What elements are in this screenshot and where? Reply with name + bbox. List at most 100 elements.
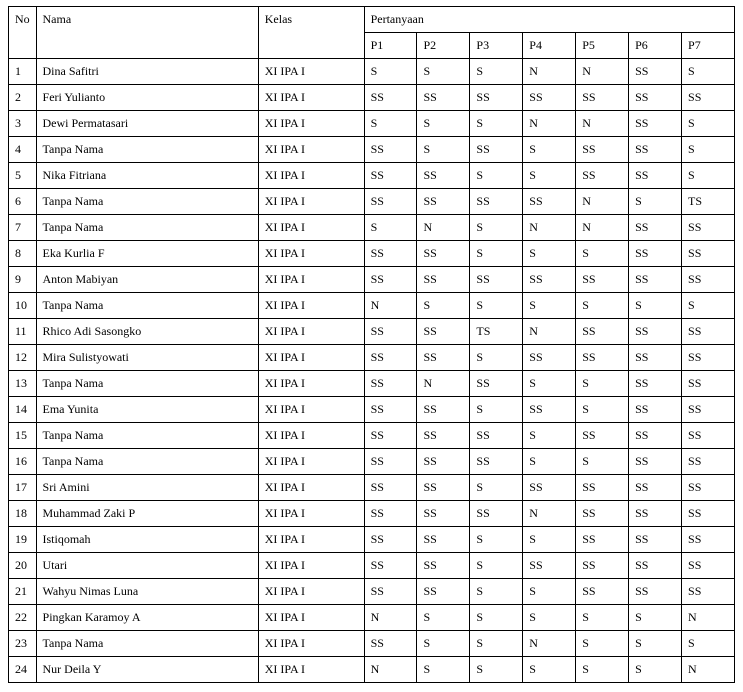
cell-nama: Nur Deila Y (36, 657, 258, 683)
cell-nama: Tanpa Nama (36, 449, 258, 475)
cell-kelas: XI IPA I (258, 501, 364, 527)
cell-p2: S (417, 605, 470, 631)
cell-nama: Sri Amini (36, 475, 258, 501)
header-p3: P3 (470, 33, 523, 59)
cell-p5: SS (576, 319, 629, 345)
cell-p2: S (417, 137, 470, 163)
cell-kelas: XI IPA I (258, 59, 364, 85)
cell-kelas: XI IPA I (258, 163, 364, 189)
table-row: 8Eka Kurlia FXI IPA ISSSSSSSSSSS (9, 241, 735, 267)
cell-p7: SS (682, 449, 735, 475)
cell-p2: SS (417, 527, 470, 553)
cell-p1: SS (364, 267, 417, 293)
cell-p4: S (523, 371, 576, 397)
cell-kelas: XI IPA I (258, 423, 364, 449)
cell-p7: S (682, 137, 735, 163)
cell-p3: S (470, 59, 523, 85)
cell-no: 10 (9, 293, 37, 319)
cell-p6: SS (629, 371, 682, 397)
table-row: 24Nur Deila YXI IPA INSSSSSN (9, 657, 735, 683)
cell-nama: Tanpa Nama (36, 631, 258, 657)
cell-nama: Tanpa Nama (36, 371, 258, 397)
cell-p3: S (470, 397, 523, 423)
cell-p3: SS (470, 423, 523, 449)
cell-nama: Dewi Permatasari (36, 111, 258, 137)
cell-p6: SS (629, 475, 682, 501)
cell-p3: S (470, 605, 523, 631)
table-row: 6Tanpa NamaXI IPA ISSSSSSSSNSTS (9, 189, 735, 215)
cell-p1: N (364, 293, 417, 319)
table-row: 20UtariXI IPA ISSSSSSSSSSSSS (9, 553, 735, 579)
survey-table: No Nama Kelas Pertanyaan P1 P2 P3 P4 P5 … (8, 6, 735, 683)
cell-p5: S (576, 241, 629, 267)
cell-p3: S (470, 345, 523, 371)
cell-p7: SS (682, 579, 735, 605)
cell-p4: SS (523, 397, 576, 423)
cell-p5: SS (576, 345, 629, 371)
cell-p5: N (576, 189, 629, 215)
header-p1: P1 (364, 33, 417, 59)
cell-p3: S (470, 111, 523, 137)
cell-kelas: XI IPA I (258, 85, 364, 111)
cell-p7: S (682, 111, 735, 137)
cell-p5: N (576, 59, 629, 85)
cell-no: 17 (9, 475, 37, 501)
cell-nama: Ema Yunita (36, 397, 258, 423)
cell-no: 12 (9, 345, 37, 371)
cell-p5: SS (576, 163, 629, 189)
cell-p4: S (523, 137, 576, 163)
cell-p2: SS (417, 241, 470, 267)
cell-p2: SS (417, 449, 470, 475)
header-p5: P5 (576, 33, 629, 59)
cell-p5: SS (576, 423, 629, 449)
table-row: 23Tanpa NamaXI IPA ISSSSNSSS (9, 631, 735, 657)
table-row: 3Dewi PermatasariXI IPA ISSSNNSSS (9, 111, 735, 137)
cell-p1: SS (364, 189, 417, 215)
cell-p6: SS (629, 579, 682, 605)
cell-p1: SS (364, 527, 417, 553)
cell-nama: Muhammad Zaki P (36, 501, 258, 527)
cell-p6: SS (629, 449, 682, 475)
table-row: 2Feri YuliantoXI IPA ISSSSSSSSSSSSSS (9, 85, 735, 111)
cell-kelas: XI IPA I (258, 449, 364, 475)
cell-p4: S (523, 579, 576, 605)
cell-kelas: XI IPA I (258, 293, 364, 319)
cell-p1: SS (364, 371, 417, 397)
cell-kelas: XI IPA I (258, 215, 364, 241)
header-nama: Nama (36, 7, 258, 59)
cell-no: 18 (9, 501, 37, 527)
cell-no: 14 (9, 397, 37, 423)
cell-p7: SS (682, 527, 735, 553)
cell-p1: SS (364, 553, 417, 579)
table-row: 10Tanpa NamaXI IPA INSSSSSS (9, 293, 735, 319)
cell-p2: SS (417, 397, 470, 423)
cell-p4: SS (523, 267, 576, 293)
cell-p7: S (682, 163, 735, 189)
cell-p1: SS (364, 475, 417, 501)
cell-kelas: XI IPA I (258, 345, 364, 371)
cell-nama: Pingkan Karamoy A (36, 605, 258, 631)
cell-p4: S (523, 163, 576, 189)
cell-p4: S (523, 449, 576, 475)
table-row: 1Dina SafitriXI IPA ISSSNNSSS (9, 59, 735, 85)
cell-p1: SS (364, 85, 417, 111)
cell-no: 4 (9, 137, 37, 163)
cell-p4: S (523, 423, 576, 449)
cell-p5: S (576, 631, 629, 657)
table-row: 13Tanpa NamaXI IPA ISSNSSSSSSSS (9, 371, 735, 397)
cell-p2: SS (417, 85, 470, 111)
cell-p7: TS (682, 189, 735, 215)
cell-nama: Rhico Adi Sasongko (36, 319, 258, 345)
header-pertanyaan: Pertanyaan (364, 7, 734, 33)
table-row: 16Tanpa NamaXI IPA ISSSSSSSSSSSS (9, 449, 735, 475)
cell-p6: SS (629, 527, 682, 553)
cell-kelas: XI IPA I (258, 189, 364, 215)
cell-p6: S (629, 657, 682, 683)
cell-nama: Wahyu Nimas Luna (36, 579, 258, 605)
cell-p1: SS (364, 319, 417, 345)
cell-p4: S (523, 605, 576, 631)
table-row: 14Ema YunitaXI IPA ISSSSSSSSSSSS (9, 397, 735, 423)
cell-p3: S (470, 553, 523, 579)
cell-kelas: XI IPA I (258, 397, 364, 423)
cell-p3: SS (470, 137, 523, 163)
